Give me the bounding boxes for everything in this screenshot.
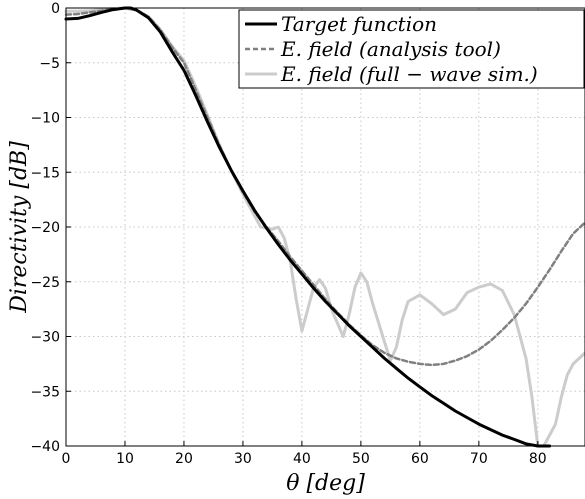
x-tick-label: 20 (175, 451, 193, 467)
x-axis-label: θ [deg] (286, 471, 365, 496)
y-tick-label: −40 (30, 439, 60, 455)
x-tick-label: 0 (62, 451, 71, 467)
y-tick-label: −10 (30, 111, 60, 127)
legend-label-1: Target function (281, 12, 437, 36)
x-tick-labels: 0 10 20 30 40 50 60 70 80 (62, 441, 547, 467)
y-tick-label: −30 (30, 330, 60, 346)
y-tick-label: −25 (30, 275, 60, 291)
y-tick-label: −35 (30, 384, 60, 400)
x-tick-label: 80 (529, 451, 547, 467)
y-tick-label: −15 (30, 165, 60, 181)
x-tick-label: 60 (411, 451, 429, 467)
legend-label-2: E. field (analysis tool) (280, 37, 501, 61)
x-tick-label: 70 (470, 451, 488, 467)
series-line-3 (64, 6, 585, 448)
series-lines (64, 6, 585, 448)
y-tick-label: −5 (39, 56, 60, 72)
y-axis-label: Directivity [dB] (7, 141, 32, 314)
x-tick-label: 10 (116, 451, 134, 467)
y-tick-labels: 0 −5 −10 −15 −20 −25 −30 −35 −40 (30, 1, 71, 455)
y-tick-label: −20 (30, 220, 60, 236)
series-line-1 (64, 6, 552, 448)
legend-box (238, 9, 585, 89)
x-tick-label: 50 (352, 451, 370, 467)
y-tick-label: 0 (51, 1, 60, 17)
x-tick-label: 30 (234, 451, 252, 467)
x-tick-label: 40 (293, 451, 311, 467)
legend-label-3: E. field (full − wave sim.) (280, 62, 538, 86)
